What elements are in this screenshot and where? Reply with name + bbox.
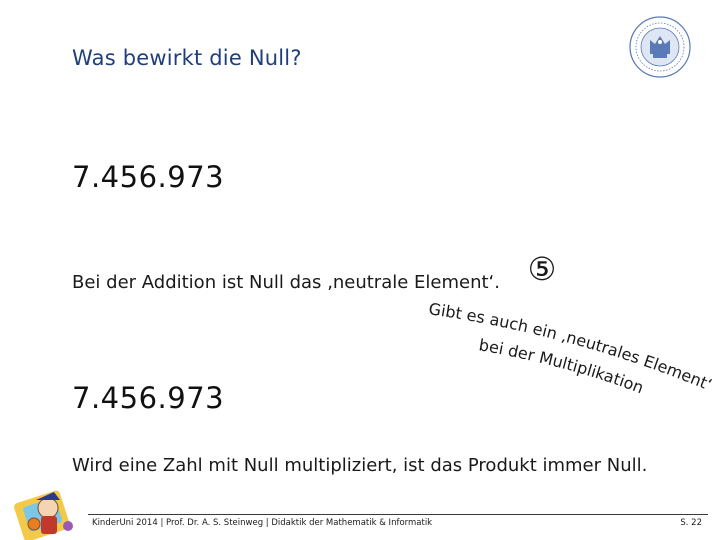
footer-divider — [88, 514, 708, 515]
circled-number: ⑤ — [528, 252, 557, 288]
multiplication-text: Wird eine Zahl mit Null multipliziert, i… — [72, 455, 648, 476]
svg-text:⑤: ⑤ — [528, 252, 557, 288]
page-number: S. 22 — [680, 518, 702, 528]
number-top: 7.456.973 — [72, 160, 225, 194]
number-bottom: 7.456.973 — [72, 381, 225, 415]
addition-text: Bei der Addition ist Null das ‚neutrale … — [72, 272, 500, 293]
svg-text:bei der Multiplikation?: bei der Multiplikation? — [416, 281, 647, 397]
curved-line-2: bei der Multiplikation? — [416, 281, 647, 397]
curved-question: Gibt es auch ein ‚neutrales Element‘ bei… — [416, 281, 715, 397]
mascot-icon — [14, 490, 73, 540]
svg-text:Gibt es auch ein ‚neutrales El: Gibt es auch ein ‚neutrales Element‘ — [427, 299, 714, 394]
slide-title: Was bewirkt die Null? — [72, 46, 302, 70]
curved-line-1: Gibt es auch ein ‚neutrales Element‘ — [427, 299, 714, 394]
footer-text: KinderUni 2014 | Prof. Dr. A. S. Steinwe… — [92, 518, 433, 528]
university-seal-icon — [629, 16, 691, 78]
